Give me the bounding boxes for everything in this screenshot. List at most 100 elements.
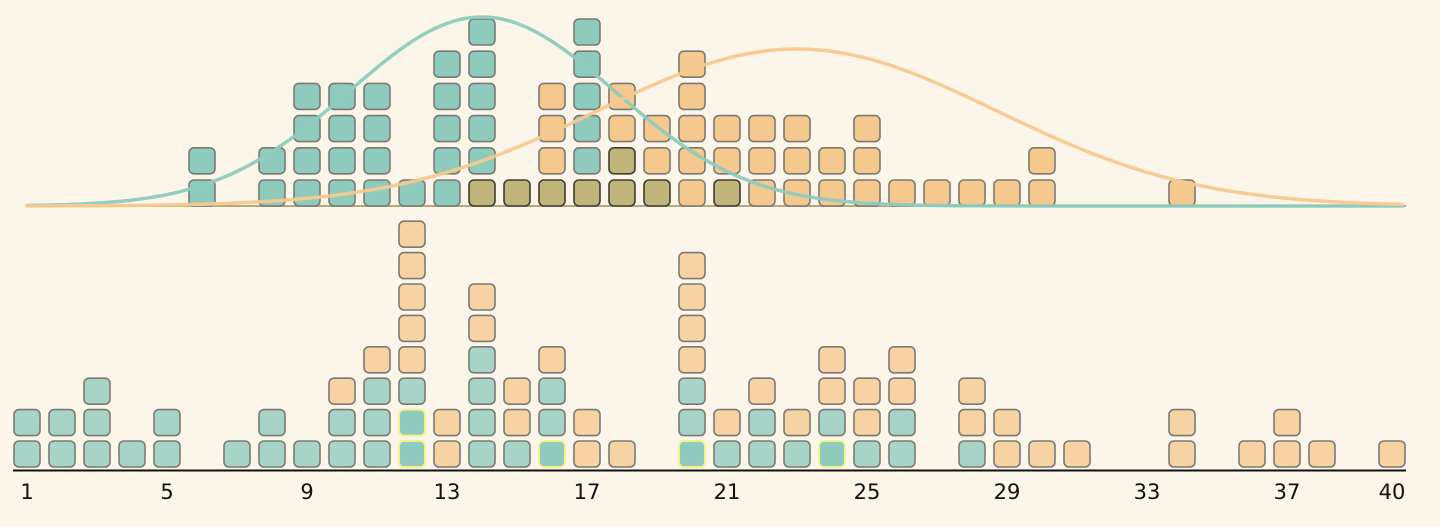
teal-dot [363, 440, 391, 468]
teal-dot [573, 50, 601, 79]
teal-dot [748, 440, 776, 468]
overlap-dot [713, 179, 741, 207]
teal-dot [468, 114, 496, 143]
orange-dot [783, 408, 811, 437]
teal-dot [468, 18, 496, 46]
top-panel [25, 15, 1406, 208]
orange-dot [433, 408, 461, 437]
orange-dot [958, 408, 986, 437]
orange-dot [748, 377, 776, 406]
orange-dot [853, 377, 881, 406]
orange-dot [853, 114, 881, 143]
teal-dot [363, 82, 391, 111]
teal-dot [538, 377, 566, 406]
x-tick-label: 17 [574, 480, 601, 504]
teal-dot [328, 114, 356, 143]
x-tick-label: 5 [160, 480, 173, 504]
teal-dot [468, 345, 496, 374]
teal-dot [328, 440, 356, 468]
x-axis: 1 5 9 13 17 21 25 29 33 37 40 [13, 469, 1406, 504]
teal-dot [783, 440, 811, 468]
orange-dot [1168, 408, 1196, 437]
orange-dot [573, 408, 601, 437]
orange-dot [363, 345, 391, 374]
orange-dot [678, 283, 706, 311]
teal-dot [293, 147, 321, 175]
teal-dot [13, 408, 41, 437]
teal-dot [573, 18, 601, 46]
orange-dot [783, 147, 811, 175]
orange-dot [538, 345, 566, 374]
orange-dot [468, 283, 496, 311]
x-tick-label: 1 [20, 480, 33, 504]
orange-dot [818, 377, 846, 406]
teal-dot [48, 440, 76, 468]
teal-dot [188, 147, 216, 175]
teal-dot [398, 377, 426, 406]
teal-dot [503, 440, 531, 468]
orange-dot [888, 345, 916, 374]
orange-dot [1378, 440, 1406, 468]
orange-dot [1238, 440, 1266, 468]
teal-dot [118, 440, 146, 468]
orange-dot [748, 114, 776, 143]
orange-dot [328, 377, 356, 406]
teal-dot [48, 408, 76, 437]
teal-dot [713, 440, 741, 468]
orange-dot [1273, 440, 1301, 468]
highlighted-teal-dot [398, 408, 426, 437]
teal-dot [468, 82, 496, 111]
x-tick-label: 40 [1379, 480, 1406, 504]
teal-dot [678, 377, 706, 406]
teal-dot [83, 440, 111, 468]
orange-dot [958, 377, 986, 406]
teal-dot [573, 147, 601, 175]
orange-dot [608, 114, 636, 143]
x-tick-label: 25 [854, 480, 881, 504]
teal-dot [573, 82, 601, 111]
teal-dot [433, 179, 461, 207]
orange-dot [1028, 147, 1056, 175]
orange-dot [643, 147, 671, 175]
teal-dot [83, 408, 111, 437]
orange-dot [888, 377, 916, 406]
orange-dot [573, 440, 601, 468]
bottom-panel [13, 220, 1406, 468]
teal-dot [853, 440, 881, 468]
highlighted-teal-dot [398, 440, 426, 468]
orange-dot [993, 440, 1021, 468]
teal-dot [433, 114, 461, 143]
orange-dot [398, 314, 426, 343]
orange-dot [818, 345, 846, 374]
orange-dot [1273, 408, 1301, 437]
orange-dot [748, 147, 776, 175]
orange-dot [678, 179, 706, 207]
x-tick-label: 29 [994, 480, 1021, 504]
teal-dot [538, 408, 566, 437]
teal-dot [818, 408, 846, 437]
teal-dot [888, 408, 916, 437]
orange-dot [678, 314, 706, 343]
orange-dot [678, 251, 706, 280]
teal-dot [363, 408, 391, 437]
orange-dot [398, 220, 426, 248]
teal-dot [468, 377, 496, 406]
orange-dot [1028, 440, 1056, 468]
orange-dot [783, 114, 811, 143]
teal-dot [293, 440, 321, 468]
teal-dot [958, 440, 986, 468]
orange-dot [678, 345, 706, 374]
overlap-dot [503, 179, 531, 207]
highlighted-teal-dot [818, 440, 846, 468]
teal-dot [468, 440, 496, 468]
orange-dot [1063, 440, 1091, 468]
highlighted-teal-dot [538, 440, 566, 468]
orange-dot [678, 82, 706, 111]
overlap-dot [608, 147, 636, 175]
orange-dot [958, 179, 986, 207]
teal-dot [153, 408, 181, 437]
teal-dot [468, 408, 496, 437]
orange-dot [433, 440, 461, 468]
x-tick-label: 37 [1274, 480, 1301, 504]
